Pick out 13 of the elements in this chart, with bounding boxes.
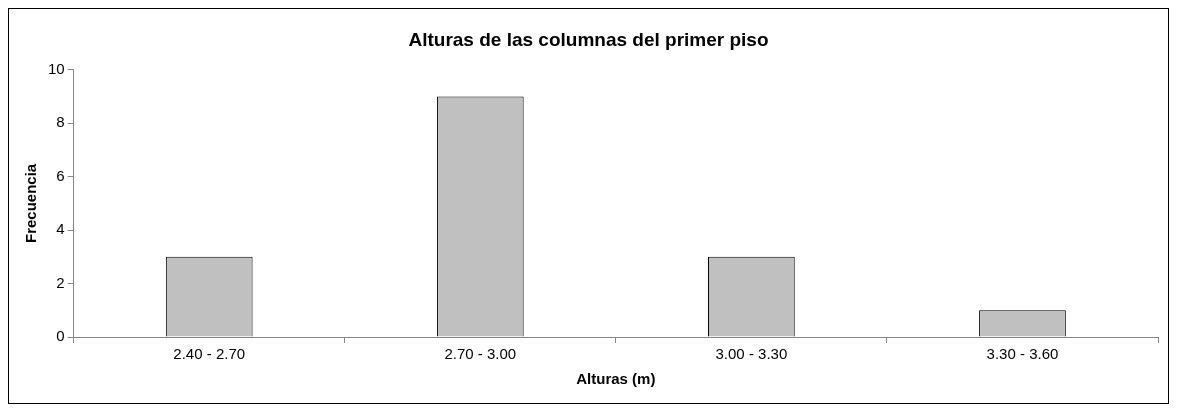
y-tick-label: 2 [56, 273, 65, 291]
x-tick-label: 3.30 - 3.60 [986, 345, 1059, 363]
y-tick-label: 8 [56, 113, 65, 131]
x-axis-title: Alturas (m) [576, 370, 656, 388]
x-tick-label: 2.40 - 2.70 [173, 345, 246, 363]
y-tick-label: 0 [56, 327, 65, 345]
y-tick-label: 4 [56, 220, 65, 238]
chart-title: Alturas de las columnas del primer piso [408, 28, 769, 50]
y-tick-label: 10 [48, 59, 65, 77]
x-tick-label: 3.00 - 3.30 [715, 345, 788, 363]
y-axis-title: Frecuencia [22, 163, 40, 244]
x-tick-label: 2.70 - 3.00 [444, 345, 517, 363]
y-tick-label: 6 [56, 166, 65, 184]
